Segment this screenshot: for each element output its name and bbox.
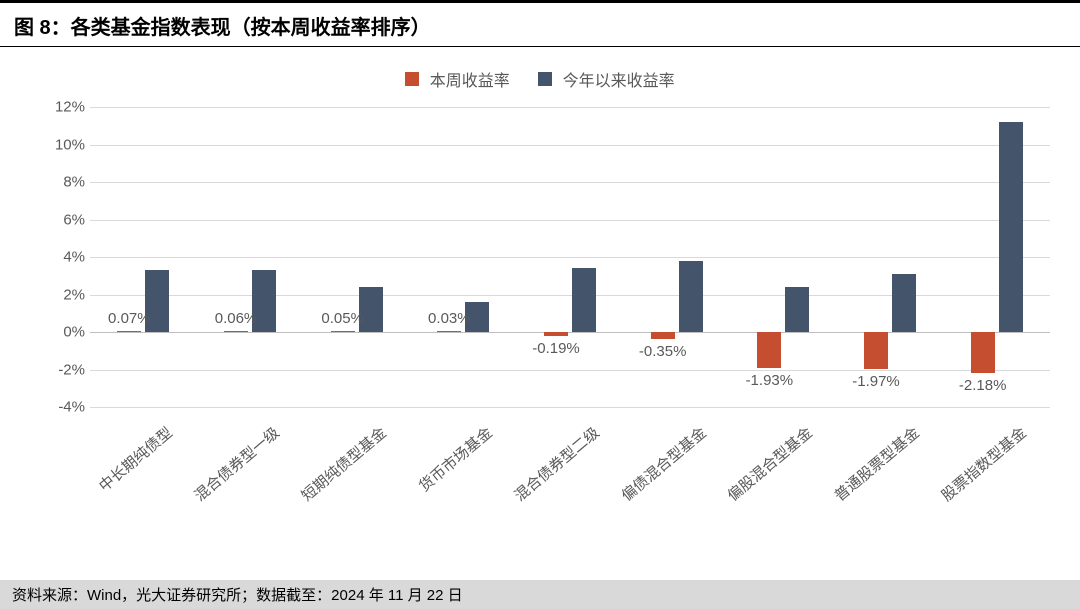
bar-weekly [971, 332, 995, 373]
y-tick-label: -4% [35, 399, 85, 416]
chart-area: 本周收益率 今年以来收益率 -4% -2% 0% 2% 4% 6% 8% 10% 12% 0.07… [0, 47, 1080, 567]
chart-title: 图 8：各类基金指数表现（按本周收益率排序） [14, 17, 431, 39]
bar-weekly [544, 332, 568, 336]
bar-weekly [757, 332, 781, 368]
gridline [90, 220, 1050, 221]
bar-ytd [785, 287, 809, 332]
legend: 本周收益率 今年以来收益率 [0, 67, 1080, 91]
source-footer: 资料来源：Wind，光大证券研究所；数据截至：2024 年 11 月 22 日 [0, 580, 1080, 609]
bar-ytd [999, 122, 1023, 332]
value-label: 0.07% [108, 310, 151, 327]
bar-ytd [679, 261, 703, 332]
y-tick-label: 12% [35, 99, 85, 116]
gridline [90, 407, 1050, 408]
value-label: -2.18% [959, 377, 1007, 394]
gridline [90, 370, 1050, 371]
y-tick-label: 4% [35, 249, 85, 266]
y-tick-label: 8% [35, 174, 85, 191]
gridline [90, 332, 1050, 333]
legend-swatch-2 [538, 72, 552, 86]
gridline [90, 145, 1050, 146]
y-tick-label: 2% [35, 286, 85, 303]
legend-label-1: 本周收益率 [430, 73, 510, 90]
bar-ytd [892, 274, 916, 332]
plot-region: -4%-2%0%2%4%6%8%10%12%0.07%0.06%0.05%0.0… [90, 107, 1050, 407]
value-label: -1.93% [746, 372, 794, 389]
y-tick-label: 6% [35, 211, 85, 228]
value-label: -0.19% [532, 340, 580, 357]
y-tick-label: 0% [35, 324, 85, 341]
bar-ytd [572, 268, 596, 332]
source-text: 资料来源：Wind，光大证券研究所；数据截至：2024 年 11 月 22 日 [12, 587, 463, 604]
value-label: -1.97% [852, 373, 900, 390]
bar-weekly [864, 332, 888, 369]
gridline [90, 182, 1050, 183]
bar-weekly [651, 332, 675, 339]
legend-item-series2: 今年以来收益率 [538, 67, 674, 91]
y-tick-label: -2% [35, 361, 85, 378]
legend-swatch-1 [405, 72, 419, 86]
value-label: 0.06% [215, 310, 258, 327]
bar-weekly [224, 331, 248, 332]
legend-label-2: 今年以来收益率 [563, 73, 675, 90]
title-bar: 图 8：各类基金指数表现（按本周收益率排序） [0, 0, 1080, 47]
legend-item-series1: 本周收益率 [405, 67, 509, 91]
gridline [90, 257, 1050, 258]
x-axis-labels: 中长期纯债型混合债券型一级短期纯债型基金货币市场基金混合债券型二级偏债混合型基金… [90, 422, 1050, 562]
bar-weekly [117, 331, 141, 332]
value-label: -0.35% [639, 343, 687, 360]
bar-weekly [437, 331, 461, 332]
gridline [90, 107, 1050, 108]
value-label: 0.03% [428, 310, 471, 327]
bar-weekly [331, 331, 355, 332]
value-label: 0.05% [321, 310, 364, 327]
chart-container: 图 8：各类基金指数表现（按本周收益率排序） 本周收益率 今年以来收益率 -4%… [0, 0, 1080, 609]
y-tick-label: 10% [35, 136, 85, 153]
